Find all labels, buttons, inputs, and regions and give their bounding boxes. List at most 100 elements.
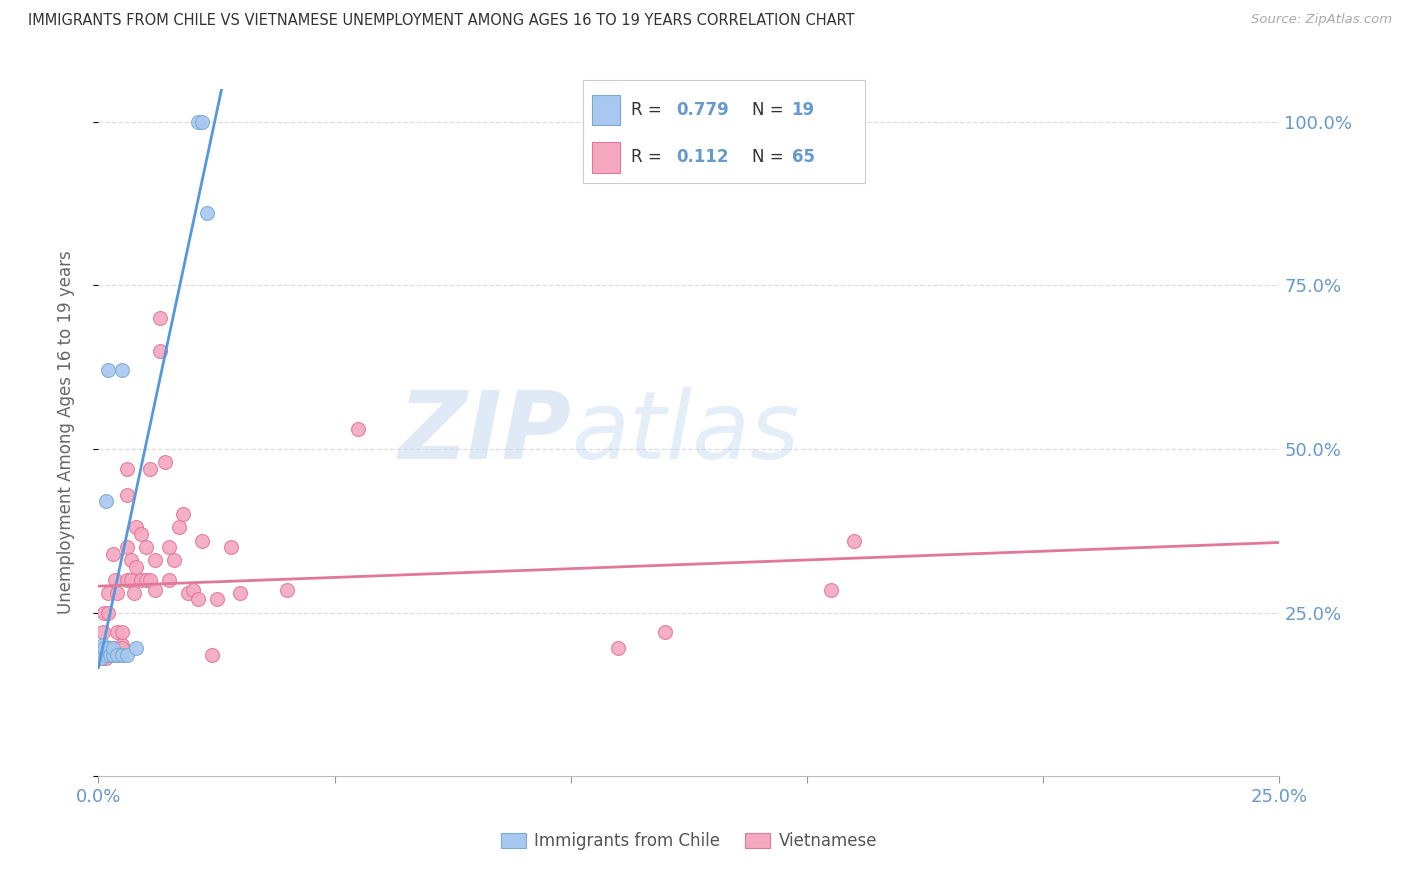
Point [163, 553, 186, 567]
Point [97, 606, 120, 620]
Point [654, 625, 676, 640]
Point [105, 648, 128, 662]
Point [108, 641, 131, 656]
Point [149, 343, 172, 358]
Text: N =: N = [752, 101, 789, 119]
Point [187, 115, 209, 129]
Point [91, 625, 114, 640]
Point [91, 638, 114, 652]
Point [90, 651, 112, 665]
Point [97, 641, 120, 656]
Point [115, 573, 138, 587]
Point [93, 641, 115, 656]
Point [91, 648, 114, 662]
Point [98, 641, 121, 656]
Point [94, 648, 117, 662]
Point [205, 592, 228, 607]
Point [125, 559, 148, 574]
Text: N =: N = [752, 148, 789, 166]
Point [172, 508, 194, 522]
Point [229, 586, 252, 600]
Point [125, 641, 148, 656]
Point [101, 648, 124, 662]
Point [94, 651, 117, 665]
Point [195, 206, 218, 220]
Point [111, 648, 134, 662]
Point [111, 648, 134, 662]
Point [115, 648, 138, 662]
Point [111, 641, 134, 656]
Bar [592, 142, 620, 173]
Point [347, 422, 370, 436]
Point [98, 648, 121, 662]
Point [187, 592, 209, 607]
Point [101, 641, 124, 656]
Point [135, 540, 157, 554]
Point [129, 527, 152, 541]
Point [94, 641, 117, 656]
Point [121, 573, 143, 587]
Point [101, 648, 124, 662]
Text: 65: 65 [792, 148, 814, 166]
Point [111, 625, 134, 640]
Point [105, 586, 128, 600]
Point [125, 520, 148, 534]
Text: 0.112: 0.112 [676, 148, 728, 166]
Point [276, 582, 298, 597]
Point [153, 455, 176, 469]
Text: ZIP: ZIP [398, 386, 571, 479]
Text: IMMIGRANTS FROM CHILE VS VIETNAMESE UNEMPLOYMENT AMONG AGES 16 TO 19 YEARS CORRE: IMMIGRANTS FROM CHILE VS VIETNAMESE UNEM… [28, 13, 855, 29]
Point [115, 461, 138, 475]
Point [201, 648, 224, 662]
Point [97, 645, 120, 659]
Point [101, 641, 124, 656]
Point [115, 540, 138, 554]
Point [139, 573, 162, 587]
Point [191, 533, 214, 548]
Point [607, 641, 630, 656]
Point [167, 520, 190, 534]
Text: 0.779: 0.779 [676, 101, 730, 119]
Point [122, 586, 145, 600]
Point [104, 573, 127, 587]
Point [191, 115, 214, 129]
Point [177, 586, 200, 600]
Point [93, 606, 115, 620]
Text: atlas: atlas [571, 387, 799, 478]
Text: R =: R = [631, 148, 672, 166]
Point [219, 540, 242, 554]
Point [97, 648, 120, 662]
Point [101, 547, 124, 561]
Point [98, 648, 121, 662]
Point [143, 582, 166, 597]
Point [115, 488, 138, 502]
Point [129, 573, 152, 587]
Point [111, 363, 134, 377]
Point [105, 625, 128, 640]
Point [91, 651, 114, 665]
Point [90, 645, 112, 659]
Point [97, 586, 120, 600]
Text: R =: R = [631, 101, 668, 119]
Legend: Immigrants from Chile, Vietnamese: Immigrants from Chile, Vietnamese [494, 826, 884, 857]
Y-axis label: Unemployment Among Ages 16 to 19 years: Unemployment Among Ages 16 to 19 years [56, 251, 75, 615]
Point [181, 582, 204, 597]
Point [121, 553, 143, 567]
Point [105, 648, 128, 662]
Point [143, 553, 166, 567]
Point [139, 461, 162, 475]
Point [157, 573, 180, 587]
Point [149, 311, 172, 326]
Text: Source: ZipAtlas.com: Source: ZipAtlas.com [1251, 13, 1392, 27]
Point [91, 645, 114, 659]
Bar [592, 95, 620, 126]
Point [844, 533, 866, 548]
Point [97, 363, 120, 377]
Point [94, 494, 117, 508]
Point [93, 648, 115, 662]
Point [135, 573, 157, 587]
Point [820, 582, 842, 597]
Point [111, 638, 134, 652]
Text: 19: 19 [792, 101, 814, 119]
Point [157, 540, 180, 554]
